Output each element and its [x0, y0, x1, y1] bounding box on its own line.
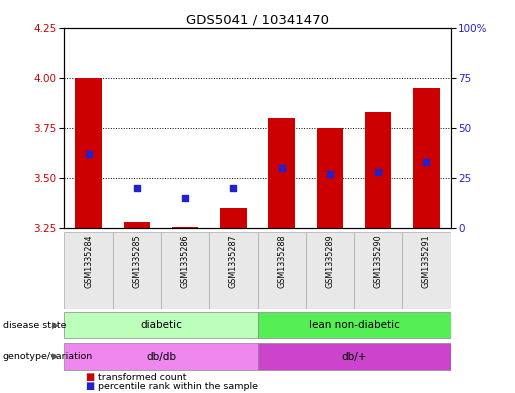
Bar — [258, 312, 451, 338]
Text: GSM1335290: GSM1335290 — [374, 234, 383, 288]
Text: GSM1335289: GSM1335289 — [325, 234, 334, 288]
Bar — [64, 343, 258, 370]
Bar — [64, 232, 113, 309]
Text: GSM1335284: GSM1335284 — [84, 234, 93, 288]
Bar — [402, 232, 451, 309]
Point — [133, 185, 141, 191]
Text: ▶: ▶ — [53, 321, 59, 330]
Bar — [220, 208, 247, 228]
Text: diabetic: diabetic — [140, 320, 182, 330]
Text: GSM1335285: GSM1335285 — [132, 234, 141, 288]
Point — [326, 171, 334, 177]
Text: ■: ■ — [85, 372, 94, 382]
Bar — [268, 118, 295, 228]
Text: ■: ■ — [85, 381, 94, 391]
Text: db/db: db/db — [146, 352, 176, 362]
Bar — [306, 232, 354, 309]
Bar — [354, 232, 402, 309]
Bar — [209, 232, 258, 309]
Text: disease state: disease state — [3, 321, 66, 330]
Bar — [75, 78, 102, 228]
Text: GSM1335288: GSM1335288 — [277, 234, 286, 288]
Point — [422, 159, 431, 165]
Bar — [258, 232, 306, 309]
Point — [374, 169, 382, 175]
Text: GSM1335291: GSM1335291 — [422, 234, 431, 288]
Bar — [365, 112, 391, 228]
Bar — [64, 312, 258, 338]
Text: GDS5041 / 10341470: GDS5041 / 10341470 — [186, 14, 329, 27]
Text: db/+: db/+ — [341, 352, 367, 362]
Point — [229, 185, 237, 191]
Text: GSM1335286: GSM1335286 — [181, 234, 190, 288]
Bar — [113, 232, 161, 309]
Point — [278, 165, 286, 171]
Text: percentile rank within the sample: percentile rank within the sample — [98, 382, 258, 391]
Point — [84, 151, 93, 157]
Text: GSM1335287: GSM1335287 — [229, 234, 238, 288]
Text: genotype/variation: genotype/variation — [3, 352, 93, 361]
Bar — [172, 227, 198, 228]
Point — [181, 195, 189, 201]
Text: transformed count: transformed count — [98, 373, 186, 382]
Bar — [317, 128, 343, 228]
Text: ▶: ▶ — [53, 352, 59, 361]
Bar — [413, 88, 440, 228]
Text: lean non-diabetic: lean non-diabetic — [308, 320, 400, 330]
Bar — [124, 222, 150, 228]
Bar — [258, 343, 451, 370]
Bar — [161, 232, 209, 309]
